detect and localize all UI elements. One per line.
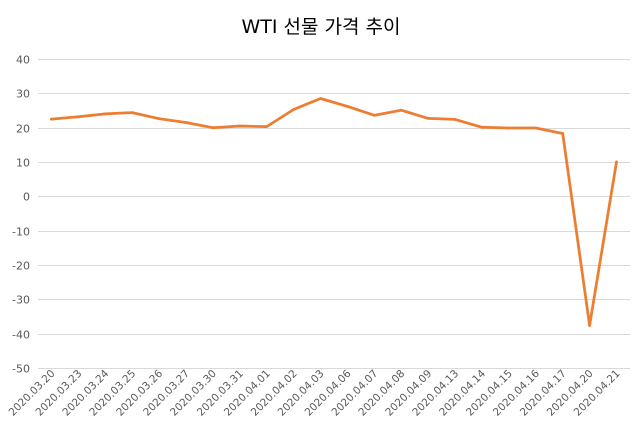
data-point <box>588 324 591 327</box>
data-point <box>480 125 484 129</box>
data-point <box>103 112 107 116</box>
data-point <box>373 113 376 117</box>
data-point <box>399 108 403 112</box>
data-point <box>453 118 457 121</box>
series-layer <box>50 97 618 327</box>
data-point <box>50 117 53 121</box>
data-point <box>507 126 511 130</box>
y-tick-label: -20 <box>12 260 30 273</box>
y-tick-label: -50 <box>12 363 30 376</box>
data-point <box>130 111 134 114</box>
y-tick-label: 20 <box>16 123 30 136</box>
y-tick-label: 0 <box>23 191 30 204</box>
data-point <box>211 126 215 130</box>
data-point <box>238 124 242 128</box>
data-point <box>184 121 188 124</box>
x-axis-tick-labels: 2020.03.202020.03.232020.03.242020.03.25… <box>7 367 623 418</box>
y-tick-label: -40 <box>12 329 30 342</box>
y-tick-label: 30 <box>16 88 30 101</box>
y-tick-label: -30 <box>12 294 30 307</box>
data-point <box>157 117 161 121</box>
data-point <box>77 115 80 119</box>
data-point <box>265 125 269 128</box>
chart-title: WTI 선물 가격 추이 <box>242 16 401 38</box>
data-point <box>534 126 538 130</box>
data-point <box>319 97 322 100</box>
data-point <box>426 117 430 120</box>
data-point <box>561 132 565 135</box>
y-tick-label: 10 <box>16 157 30 170</box>
y-tick-label: 40 <box>16 54 30 67</box>
data-point <box>292 108 295 111</box>
y-axis-tick-labels: 40 30 20 10 0 -10 -20 -30 -40 -50 <box>12 54 30 376</box>
data-point <box>346 105 349 108</box>
data-point <box>615 160 618 164</box>
y-tick-label: -10 <box>12 226 30 239</box>
gridlines <box>38 59 630 369</box>
series-line <box>50 97 618 327</box>
